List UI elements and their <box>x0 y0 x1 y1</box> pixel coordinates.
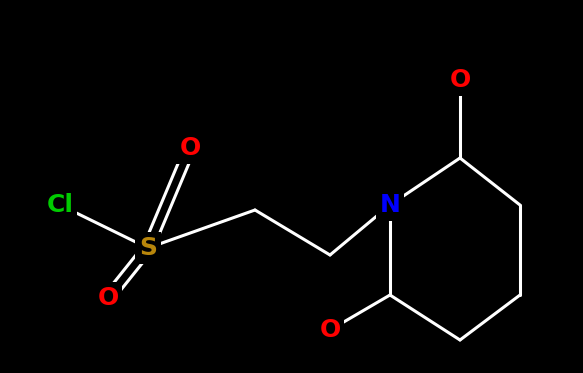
Text: O: O <box>319 318 340 342</box>
Text: O: O <box>97 286 118 310</box>
Text: S: S <box>139 236 157 260</box>
Text: O: O <box>449 68 470 92</box>
Text: O: O <box>180 136 201 160</box>
Text: Cl: Cl <box>47 193 73 217</box>
Text: N: N <box>380 193 401 217</box>
